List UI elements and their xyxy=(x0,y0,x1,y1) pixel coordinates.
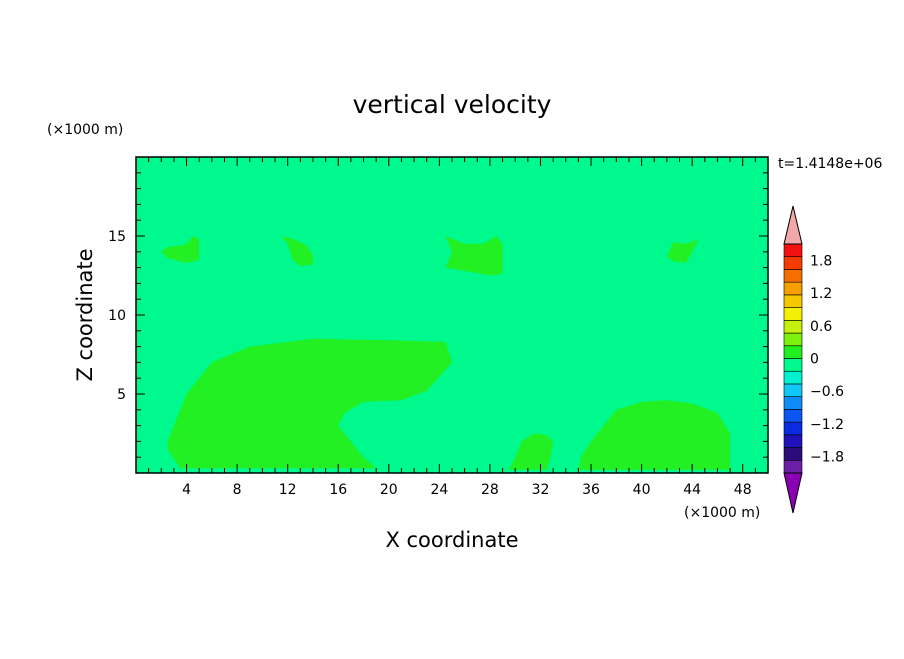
x-tick-label: 24 xyxy=(430,482,448,498)
y-axis-label: Z coordinate xyxy=(73,248,97,381)
x-tick-label: 28 xyxy=(481,482,499,498)
x-axis-label: X coordinate xyxy=(385,528,518,552)
x-axis: 4 8 12 16 20 24 28 32 36 40 44 48 xyxy=(148,157,756,498)
colorbar-bin xyxy=(783,320,803,334)
colorbar-bin xyxy=(783,307,803,321)
colorbar-over-arrow xyxy=(783,205,803,245)
colorbar-bin xyxy=(783,269,803,283)
contour-region xyxy=(666,239,699,263)
colorbar-label: −1.8 xyxy=(810,450,844,466)
x-tick-label: 20 xyxy=(380,482,398,498)
contour-region xyxy=(445,236,503,276)
colorbar-bin xyxy=(783,332,803,347)
contour-region xyxy=(167,338,452,469)
contour-region xyxy=(281,236,313,266)
x-tick-label: 32 xyxy=(532,482,550,498)
x-tick-label: 16 xyxy=(329,482,347,498)
colorbar-bin xyxy=(783,434,803,448)
contour-region xyxy=(508,433,554,470)
time-label: t=1.4148e+06 xyxy=(778,156,882,172)
colorbar-bin xyxy=(783,383,803,397)
x-tick-label: 48 xyxy=(734,482,752,498)
colorbar-label: 1.8 xyxy=(810,253,832,269)
x-tick-label: 44 xyxy=(683,482,701,498)
colorbar-label: 1.2 xyxy=(810,286,832,302)
colorbar-bin xyxy=(783,294,803,308)
colorbar-label: 0.6 xyxy=(810,319,832,335)
y-unit-label: (×1000 m) xyxy=(47,122,123,138)
x-tick-label: 8 xyxy=(233,482,242,498)
x-tick-label: 12 xyxy=(279,482,297,498)
y-axis: 5 10 15 xyxy=(108,172,768,458)
colorbar-bin xyxy=(783,421,803,436)
y-tick-label: 15 xyxy=(108,229,126,245)
x-unit-label: (×1000 m) xyxy=(684,505,760,521)
colorbar-bin xyxy=(783,358,803,372)
colorbar-bin xyxy=(783,459,803,474)
colorbar-bin xyxy=(783,409,803,423)
colorbar: 1.8 1.2 0.6 0 −0.6 −1.2 −1.8 xyxy=(783,205,844,514)
colorbar-label: −1.2 xyxy=(810,417,844,433)
colorbar-bin xyxy=(783,370,803,385)
colorbar-bin xyxy=(783,243,803,258)
x-tick-label: 40 xyxy=(633,482,651,498)
colorbar-under-arrow xyxy=(783,472,803,514)
colorbar-label: 0 xyxy=(810,352,819,368)
colorbar-bin xyxy=(783,281,803,296)
x-tick-label: 36 xyxy=(582,482,600,498)
x-tick-label: 4 xyxy=(182,482,191,498)
colorbar-bin xyxy=(783,345,803,359)
colorbar-label: −0.6 xyxy=(810,384,844,400)
colorbar-bin xyxy=(783,256,803,270)
colorbar-bin xyxy=(783,447,803,461)
y-tick-label: 5 xyxy=(117,387,126,403)
y-tick-label: 10 xyxy=(108,308,126,324)
contour-region xyxy=(161,236,200,263)
plot-area xyxy=(135,156,769,474)
chart-title: vertical velocity xyxy=(353,90,552,119)
contour-region xyxy=(578,400,731,470)
colorbar-bin xyxy=(783,396,803,410)
